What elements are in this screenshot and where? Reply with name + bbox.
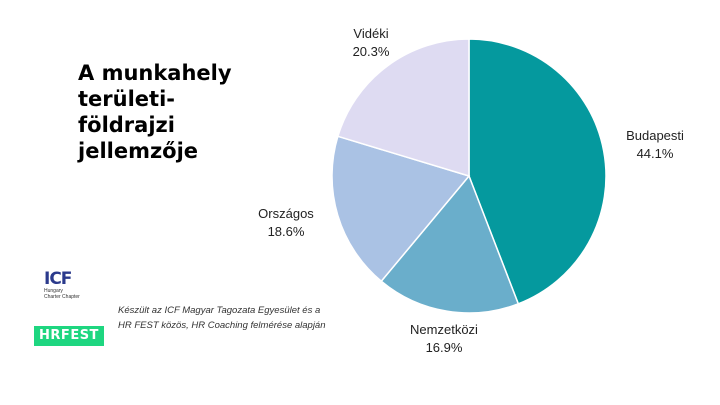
pie-slice-országos	[331, 135, 471, 283]
slice-label: Nemzetközi	[410, 322, 478, 337]
pie-slices	[331, 38, 607, 314]
pie-slice-vidéki	[336, 38, 470, 178]
hrfest-logo: HRFEST	[34, 326, 104, 346]
icf-logo-mark: ICF	[44, 269, 72, 289]
icf-logo-subtitle: Hungary	[44, 288, 63, 294]
slice-value-label: 20.3%	[353, 44, 390, 59]
chart-title: A munkahely területi- földrajzi jellemző…	[78, 60, 268, 164]
icf-logo-subtitle: Charter Chapter	[44, 294, 80, 300]
pie-labels: Budapesti 44.1% Nemzetközi 16.9% Országos 18.…	[258, 26, 684, 355]
slice-value-label: 18.6%	[268, 224, 305, 239]
title-line: jellemzője	[78, 139, 199, 163]
slice-value-label: 16.9%	[426, 340, 463, 355]
slice-value-label: 44.1%	[637, 146, 674, 161]
title-line: földrajzi	[78, 113, 175, 137]
icf-logo: ICF Hungary Charter Chapter	[44, 270, 104, 310]
slice-label: Országos	[258, 206, 314, 221]
title-line: A munkahely	[78, 61, 232, 85]
slice-label: Budapesti	[626, 128, 684, 143]
slice-label: Vidéki	[353, 26, 388, 41]
pie-slice-budapesti	[468, 38, 607, 305]
pie-slice-nemzetközi	[380, 174, 520, 314]
title-line: területi-	[78, 87, 175, 111]
footnote: Készült az ICF Magyar Tagozata Egyesület…	[118, 305, 326, 331]
